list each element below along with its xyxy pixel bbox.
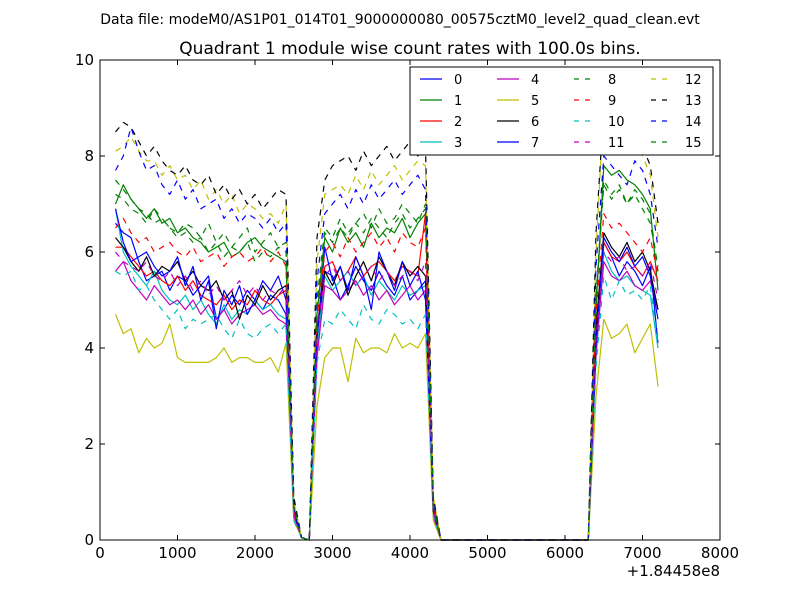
x-tick-label: 8000: [701, 544, 739, 562]
y-tick-label: 4: [84, 339, 94, 357]
legend-label: 6: [531, 115, 539, 130]
series-layer: [114, 102, 659, 541]
series-13-line: [115, 107, 659, 541]
figure-suptitle: Data file: modeM0/AS1P01_014T01_90000000…: [100, 12, 700, 28]
y-tick-label: 10: [75, 51, 94, 69]
legend-label: 13: [685, 94, 702, 109]
legend-label: 11: [608, 136, 625, 151]
legend-label: 15: [685, 136, 702, 151]
series-11-line: [115, 251, 659, 541]
y-tick-label: 8: [84, 147, 94, 165]
legend-label: 0: [454, 73, 462, 88]
legend-frame: [409, 66, 714, 156]
plot-frame: [99, 59, 721, 541]
legend-label: 1: [454, 94, 462, 109]
series-12-line: [115, 102, 659, 541]
x-tick-label: 2000: [236, 544, 274, 562]
legend-label: 3: [454, 136, 462, 151]
legend-label: 10: [608, 115, 625, 130]
series-5-line: [114, 314, 659, 541]
legend-label: 7: [531, 136, 539, 151]
y-tick-label: 2: [84, 435, 94, 453]
x-tick-label: 5000: [468, 544, 506, 562]
series-15-line: [115, 179, 659, 541]
legend-label: 12: [685, 73, 702, 88]
y-tick-label: 0: [84, 531, 94, 549]
chart-title: Quadrant 1 module wise count rates with …: [179, 39, 640, 59]
x-tick-label: 6000: [546, 544, 584, 562]
legend-label: 5: [531, 94, 539, 109]
x-tick-label: 1000: [158, 544, 196, 562]
legend-label: 2: [454, 115, 462, 130]
legend-label: 4: [531, 73, 539, 88]
x-tick-label: 7000: [623, 544, 661, 562]
y-tick-label: 6: [84, 243, 94, 261]
x-tick-label: 4000: [391, 544, 429, 562]
series-14-line: [114, 126, 659, 541]
legend-label: 14: [685, 115, 702, 130]
x-tick-label: 0: [95, 544, 105, 562]
legend-label: 9: [608, 94, 616, 109]
x-offset-label: +1.84458e8: [627, 562, 720, 580]
x-tick-label: 3000: [313, 544, 351, 562]
legend-label: 8: [608, 73, 616, 88]
